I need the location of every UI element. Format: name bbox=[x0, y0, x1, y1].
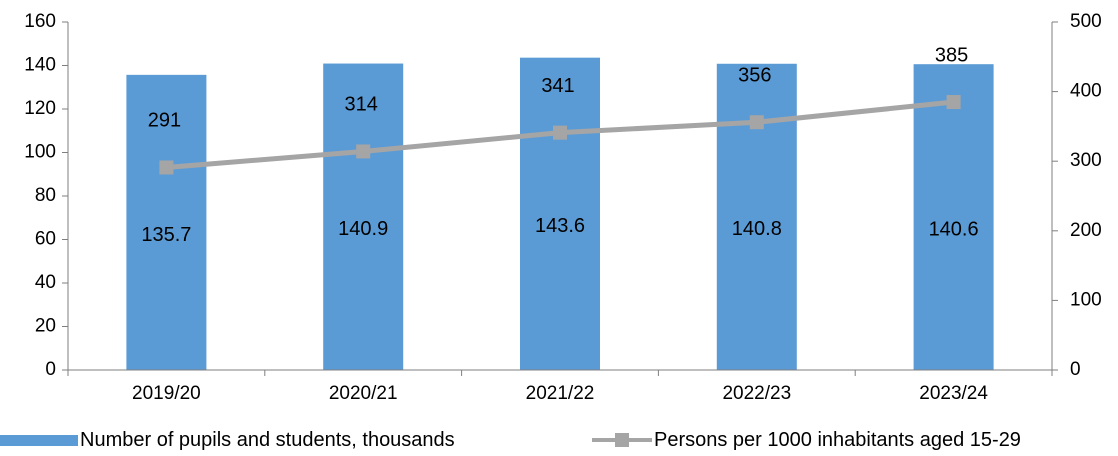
x-axis-labels: 2019/20 2020/21 2021/22 2022/23 2023/24 bbox=[132, 383, 988, 404]
bar bbox=[323, 63, 404, 370]
left-tick-label: 140 bbox=[24, 55, 56, 76]
bar bbox=[520, 57, 600, 371]
line-marker bbox=[553, 125, 567, 140]
right-tick-label: 500 bbox=[1070, 11, 1102, 32]
left-axis-ticks: 0 20 40 60 80 100 120 140 160 bbox=[24, 11, 68, 380]
line-value-label: 314 bbox=[345, 94, 378, 116]
legend-label-pupils: Number of pupils and students, thousands bbox=[80, 428, 455, 451]
line-value-label: 356 bbox=[738, 65, 771, 87]
left-tick-label: 0 bbox=[45, 359, 56, 380]
bar bbox=[913, 64, 994, 370]
bar-value-label: 135.7 bbox=[141, 224, 191, 246]
bar-value-label: 140.6 bbox=[929, 218, 979, 240]
x-tick-label: 2019/20 bbox=[132, 383, 201, 404]
legend: Number of pupils and students, thousands… bbox=[0, 424, 1118, 456]
bar-value-label: 140.8 bbox=[732, 218, 782, 240]
line-marker bbox=[749, 115, 764, 130]
bar bbox=[126, 74, 207, 370]
line-marker bbox=[159, 160, 174, 175]
bar-value-label: 140.9 bbox=[338, 218, 388, 240]
right-tick-label: 100 bbox=[1070, 289, 1102, 310]
legend-label-persons: Persons per 1000 inhabitants aged 15-29 bbox=[654, 428, 1021, 451]
combo-chart: 0 20 40 60 80 100 120 140 160 0 100 200 300 400 500 1… bbox=[24, 11, 1102, 404]
legend-swatch-line bbox=[592, 433, 652, 447]
right-tick-label: 300 bbox=[1070, 150, 1102, 171]
x-tick-label: 2021/22 bbox=[526, 383, 595, 404]
x-tick-label: 2023/24 bbox=[919, 383, 988, 404]
line-value-label: 291 bbox=[148, 110, 181, 132]
line-marker bbox=[946, 95, 961, 110]
right-tick-label: 0 bbox=[1070, 359, 1081, 380]
bar bbox=[716, 63, 797, 370]
line-marker bbox=[356, 144, 371, 159]
left-tick-label: 100 bbox=[24, 142, 56, 163]
legend-swatch-bar bbox=[0, 434, 78, 446]
bar-series: 135.7 140.9 143.6 140.8 140.6 bbox=[126, 57, 994, 371]
right-tick-label: 200 bbox=[1070, 220, 1102, 241]
x-tick-label: 2022/23 bbox=[722, 383, 791, 404]
axes bbox=[67, 22, 1053, 376]
bar-value-label: 143.6 bbox=[535, 215, 585, 237]
right-axis-ticks: 0 100 200 300 400 500 bbox=[1052, 11, 1102, 380]
left-tick-label: 160 bbox=[24, 11, 56, 32]
legend-item-persons: Persons per 1000 inhabitants aged 15-29 bbox=[592, 424, 1021, 456]
left-tick-label: 120 bbox=[24, 98, 56, 119]
x-tick-label: 2020/21 bbox=[329, 383, 398, 404]
left-tick-label: 20 bbox=[35, 316, 56, 337]
left-tick-label: 80 bbox=[35, 185, 56, 206]
line-value-label: 341 bbox=[541, 75, 574, 97]
right-tick-label: 400 bbox=[1070, 81, 1102, 102]
left-tick-label: 40 bbox=[35, 272, 56, 293]
line-value-label: 385 bbox=[935, 44, 968, 66]
line-series: 291 314 341 356 385 bbox=[148, 44, 968, 175]
left-tick-label: 60 bbox=[35, 229, 56, 250]
legend-item-pupils: Number of pupils and students, thousands bbox=[0, 424, 455, 456]
